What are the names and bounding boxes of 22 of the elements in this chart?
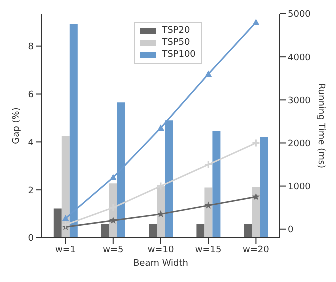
- y-axis-title: Gap (%): [12, 108, 22, 144]
- x-tick-label: w=20: [243, 245, 270, 256]
- y2-tick-label: 3000: [288, 96, 312, 106]
- y-tick-label: 4: [28, 138, 34, 148]
- x-axis-title: Beam Width: [133, 259, 189, 269]
- y-tick-label: 0: [28, 234, 34, 244]
- x-tick-label: w=15: [195, 245, 222, 256]
- legend-label: TSP20: [162, 26, 190, 36]
- y2-tick-label: 1000: [288, 182, 312, 193]
- y2-tick-label: 4000: [288, 53, 312, 64]
- y-tick-label: 2: [28, 186, 34, 196]
- legend-label: TSP50: [162, 38, 190, 48]
- y2-tick-label: 2000: [288, 139, 312, 150]
- y2-tick-label: 5000: [288, 10, 312, 20]
- x-tick-label: w=10: [148, 245, 174, 256]
- y-tick-label: 8: [28, 42, 34, 53]
- x-tick-label: w=5: [103, 245, 124, 256]
- y2-axis-title: Running Time (ms): [316, 83, 326, 169]
- y2-tick-label: 0: [288, 226, 294, 236]
- y-tick-label: 6: [28, 90, 34, 100]
- legend-label: TSP100: [162, 50, 196, 60]
- x-tick-label: w=1: [55, 245, 76, 256]
